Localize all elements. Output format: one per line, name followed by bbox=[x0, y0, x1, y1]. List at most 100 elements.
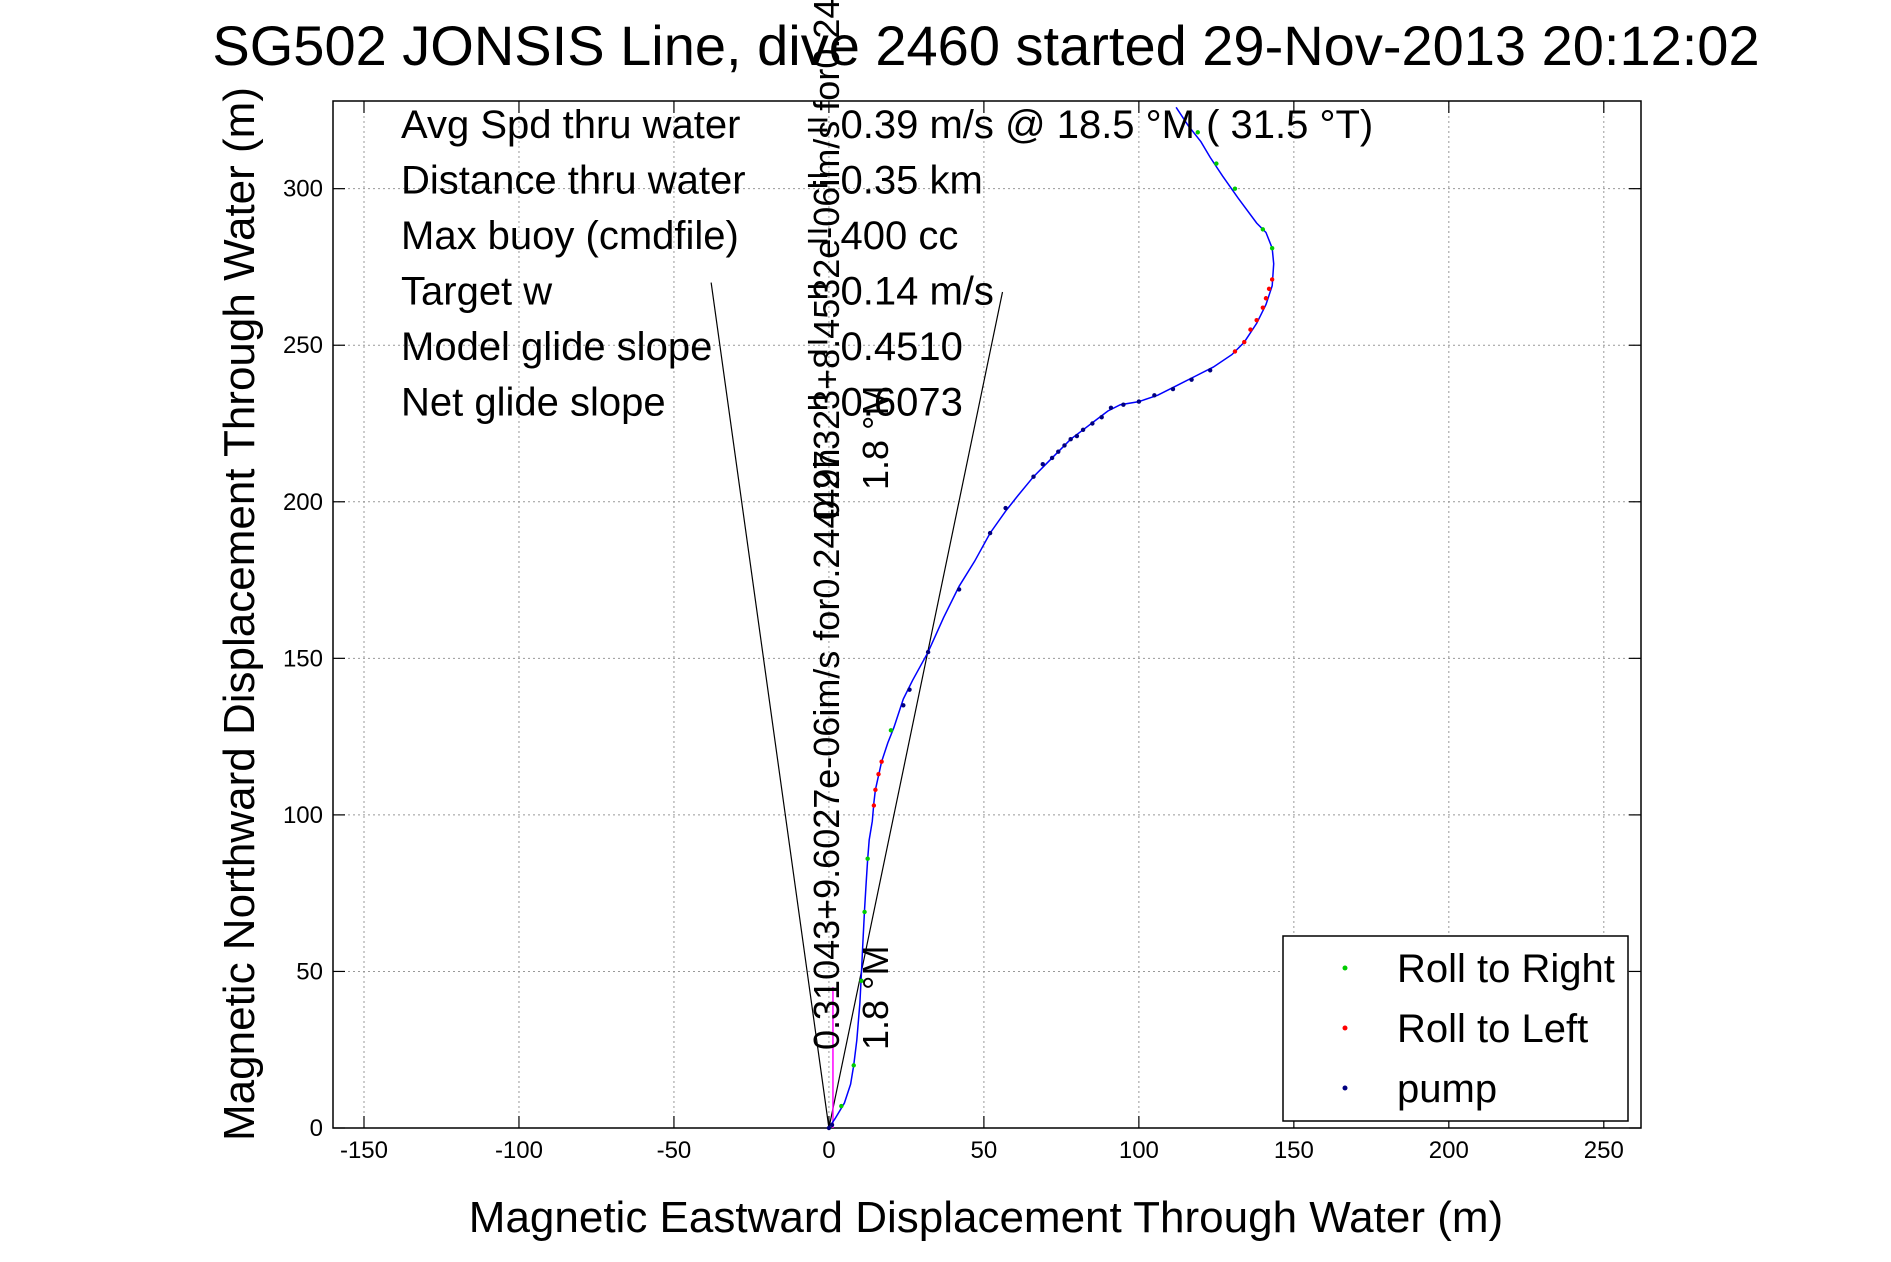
pump-point bbox=[1099, 415, 1104, 420]
annotation-text: 1.8 °M bbox=[855, 946, 896, 1050]
legend-marker bbox=[1342, 1025, 1348, 1031]
legend-box bbox=[1282, 935, 1629, 1122]
roll-left-point bbox=[1242, 339, 1247, 345]
x-tick-label: 50 bbox=[971, 1137, 998, 1164]
pump-point bbox=[1003, 505, 1008, 511]
legend-label: pump bbox=[1397, 1067, 1497, 1111]
pump-point bbox=[1062, 443, 1067, 448]
legend-label: Roll to Left bbox=[1397, 1007, 1588, 1051]
pump-point bbox=[1056, 449, 1061, 454]
annotation-text: 0.31043+9.6027e-06im/s for0.24449h bbox=[806, 449, 847, 1050]
pump-point bbox=[1136, 399, 1142, 404]
roll-left-point bbox=[1254, 317, 1259, 323]
x-tick-label: 0 bbox=[822, 1137, 835, 1164]
marker-points bbox=[826, 130, 1275, 1131]
roll-left-point bbox=[1266, 286, 1272, 292]
roll-left-point bbox=[873, 787, 878, 793]
info-value: = 0.39 m/s @ 18.5 °M ( 31.5 °T) bbox=[806, 103, 1373, 147]
pump-point bbox=[1068, 436, 1073, 442]
pump-point bbox=[1152, 393, 1157, 398]
pump-point bbox=[907, 687, 912, 692]
track-line bbox=[828, 106, 1275, 1129]
pump-point bbox=[987, 530, 993, 536]
pump-point bbox=[1121, 402, 1126, 407]
roll-left-point bbox=[871, 803, 877, 808]
chart-title: SG502 JONSIS Line, dive 2460 started 29-… bbox=[212, 14, 1759, 77]
x-tick-label: 150 bbox=[1274, 1137, 1314, 1164]
legend: Roll to Right Roll to Left pump bbox=[1282, 935, 1629, 1122]
roll-right-point bbox=[839, 1103, 844, 1109]
annotation-text: 0.27323+8.4532e-06im/s for0.24449h bbox=[806, 0, 847, 520]
pump-point bbox=[829, 1122, 835, 1128]
legend-marker bbox=[1342, 1085, 1348, 1091]
y-axis-label: Magnetic Northward Displacement Through … bbox=[215, 87, 264, 1141]
roll-left-point bbox=[879, 759, 884, 764]
pump-point bbox=[1074, 433, 1080, 439]
x-tick-label: 100 bbox=[1119, 1137, 1159, 1164]
info-label: Model glide slope bbox=[401, 325, 712, 369]
x-tick-label: 200 bbox=[1429, 1137, 1469, 1164]
roll-left-point bbox=[1232, 349, 1238, 354]
x-tick-label: 250 bbox=[1584, 1137, 1624, 1164]
pump-point bbox=[1090, 421, 1095, 426]
roll-right-point bbox=[862, 909, 867, 915]
pump-point bbox=[1040, 462, 1045, 467]
roll-right-point bbox=[851, 1063, 856, 1068]
roll-left-point bbox=[1269, 277, 1275, 282]
roll-right-point bbox=[1232, 186, 1238, 191]
pump-point bbox=[1189, 377, 1194, 382]
info-label: Avg Spd thru water bbox=[401, 103, 740, 147]
pump-point bbox=[1031, 474, 1036, 479]
info-value: = 400 cc bbox=[806, 214, 958, 258]
y-tick-label: 0 bbox=[310, 1115, 323, 1142]
roll-right-point bbox=[865, 856, 870, 861]
pump-point bbox=[1170, 386, 1176, 392]
roll-left-point bbox=[1248, 327, 1253, 332]
info-value: = 0.6073 bbox=[806, 381, 963, 425]
info-label: Net glide slope bbox=[401, 381, 666, 425]
y-tick-label: 300 bbox=[283, 176, 323, 203]
info-label: Target w bbox=[401, 270, 552, 314]
pump-point bbox=[925, 649, 931, 655]
legend-marker bbox=[1342, 965, 1348, 971]
info-value: = 0.35 km bbox=[806, 159, 983, 203]
roll-right-point bbox=[1195, 130, 1200, 135]
info-label: Distance thru water bbox=[401, 159, 746, 203]
pump-point bbox=[1108, 405, 1114, 411]
roll-right-point bbox=[1214, 161, 1219, 166]
pump-point bbox=[1080, 427, 1086, 432]
roll-left-point bbox=[876, 771, 881, 777]
pump-point bbox=[956, 587, 962, 592]
glide-cone bbox=[710, 282, 1004, 1129]
info-text: Avg Spd thru water = 0.39 m/s @ 18.5 °M (… bbox=[401, 103, 1373, 425]
pump-point bbox=[826, 1125, 832, 1131]
y-tick-label: 250 bbox=[283, 332, 323, 359]
y-tick-label: 200 bbox=[283, 489, 323, 516]
x-tick-label: -50 bbox=[657, 1137, 692, 1164]
x-tick-label: -150 bbox=[340, 1137, 388, 1164]
pump-point bbox=[901, 703, 906, 708]
annotations: 0.31043+9.6027e-06im/s for0.24449h 1.8 °M… bbox=[806, 0, 896, 1050]
roll-right-point bbox=[859, 978, 864, 984]
glide-cone-line bbox=[828, 291, 1004, 1129]
roll-right-point bbox=[1260, 227, 1266, 232]
x-axis-label: Magnetic Eastward Displacement Through W… bbox=[469, 1193, 1503, 1242]
info-label: Max buoy (cmdfile) bbox=[401, 214, 739, 258]
roll-right-point bbox=[888, 728, 894, 733]
y-tick-label: 150 bbox=[283, 645, 323, 672]
plot-frame bbox=[332, 100, 1642, 1129]
legend-label: Roll to Right bbox=[1397, 947, 1615, 991]
y-tick-label: 50 bbox=[296, 958, 323, 985]
info-value: = 0.4510 bbox=[806, 325, 963, 369]
y-tick-label: 100 bbox=[283, 802, 323, 829]
track-series bbox=[828, 106, 1275, 1129]
roll-left-point bbox=[1263, 296, 1269, 301]
pump-point bbox=[1207, 368, 1213, 373]
roll-right-point bbox=[1269, 245, 1275, 251]
glide-cone-line bbox=[710, 282, 830, 1129]
axis-ticks: -150 -100 -50 0 50 100 150 200 250 0 50 100 150 200 25… bbox=[283, 101, 1641, 1164]
pump-point bbox=[1049, 455, 1055, 461]
info-value: = 0.14 m/s bbox=[806, 270, 994, 314]
x-tick-label: -100 bbox=[495, 1137, 543, 1164]
